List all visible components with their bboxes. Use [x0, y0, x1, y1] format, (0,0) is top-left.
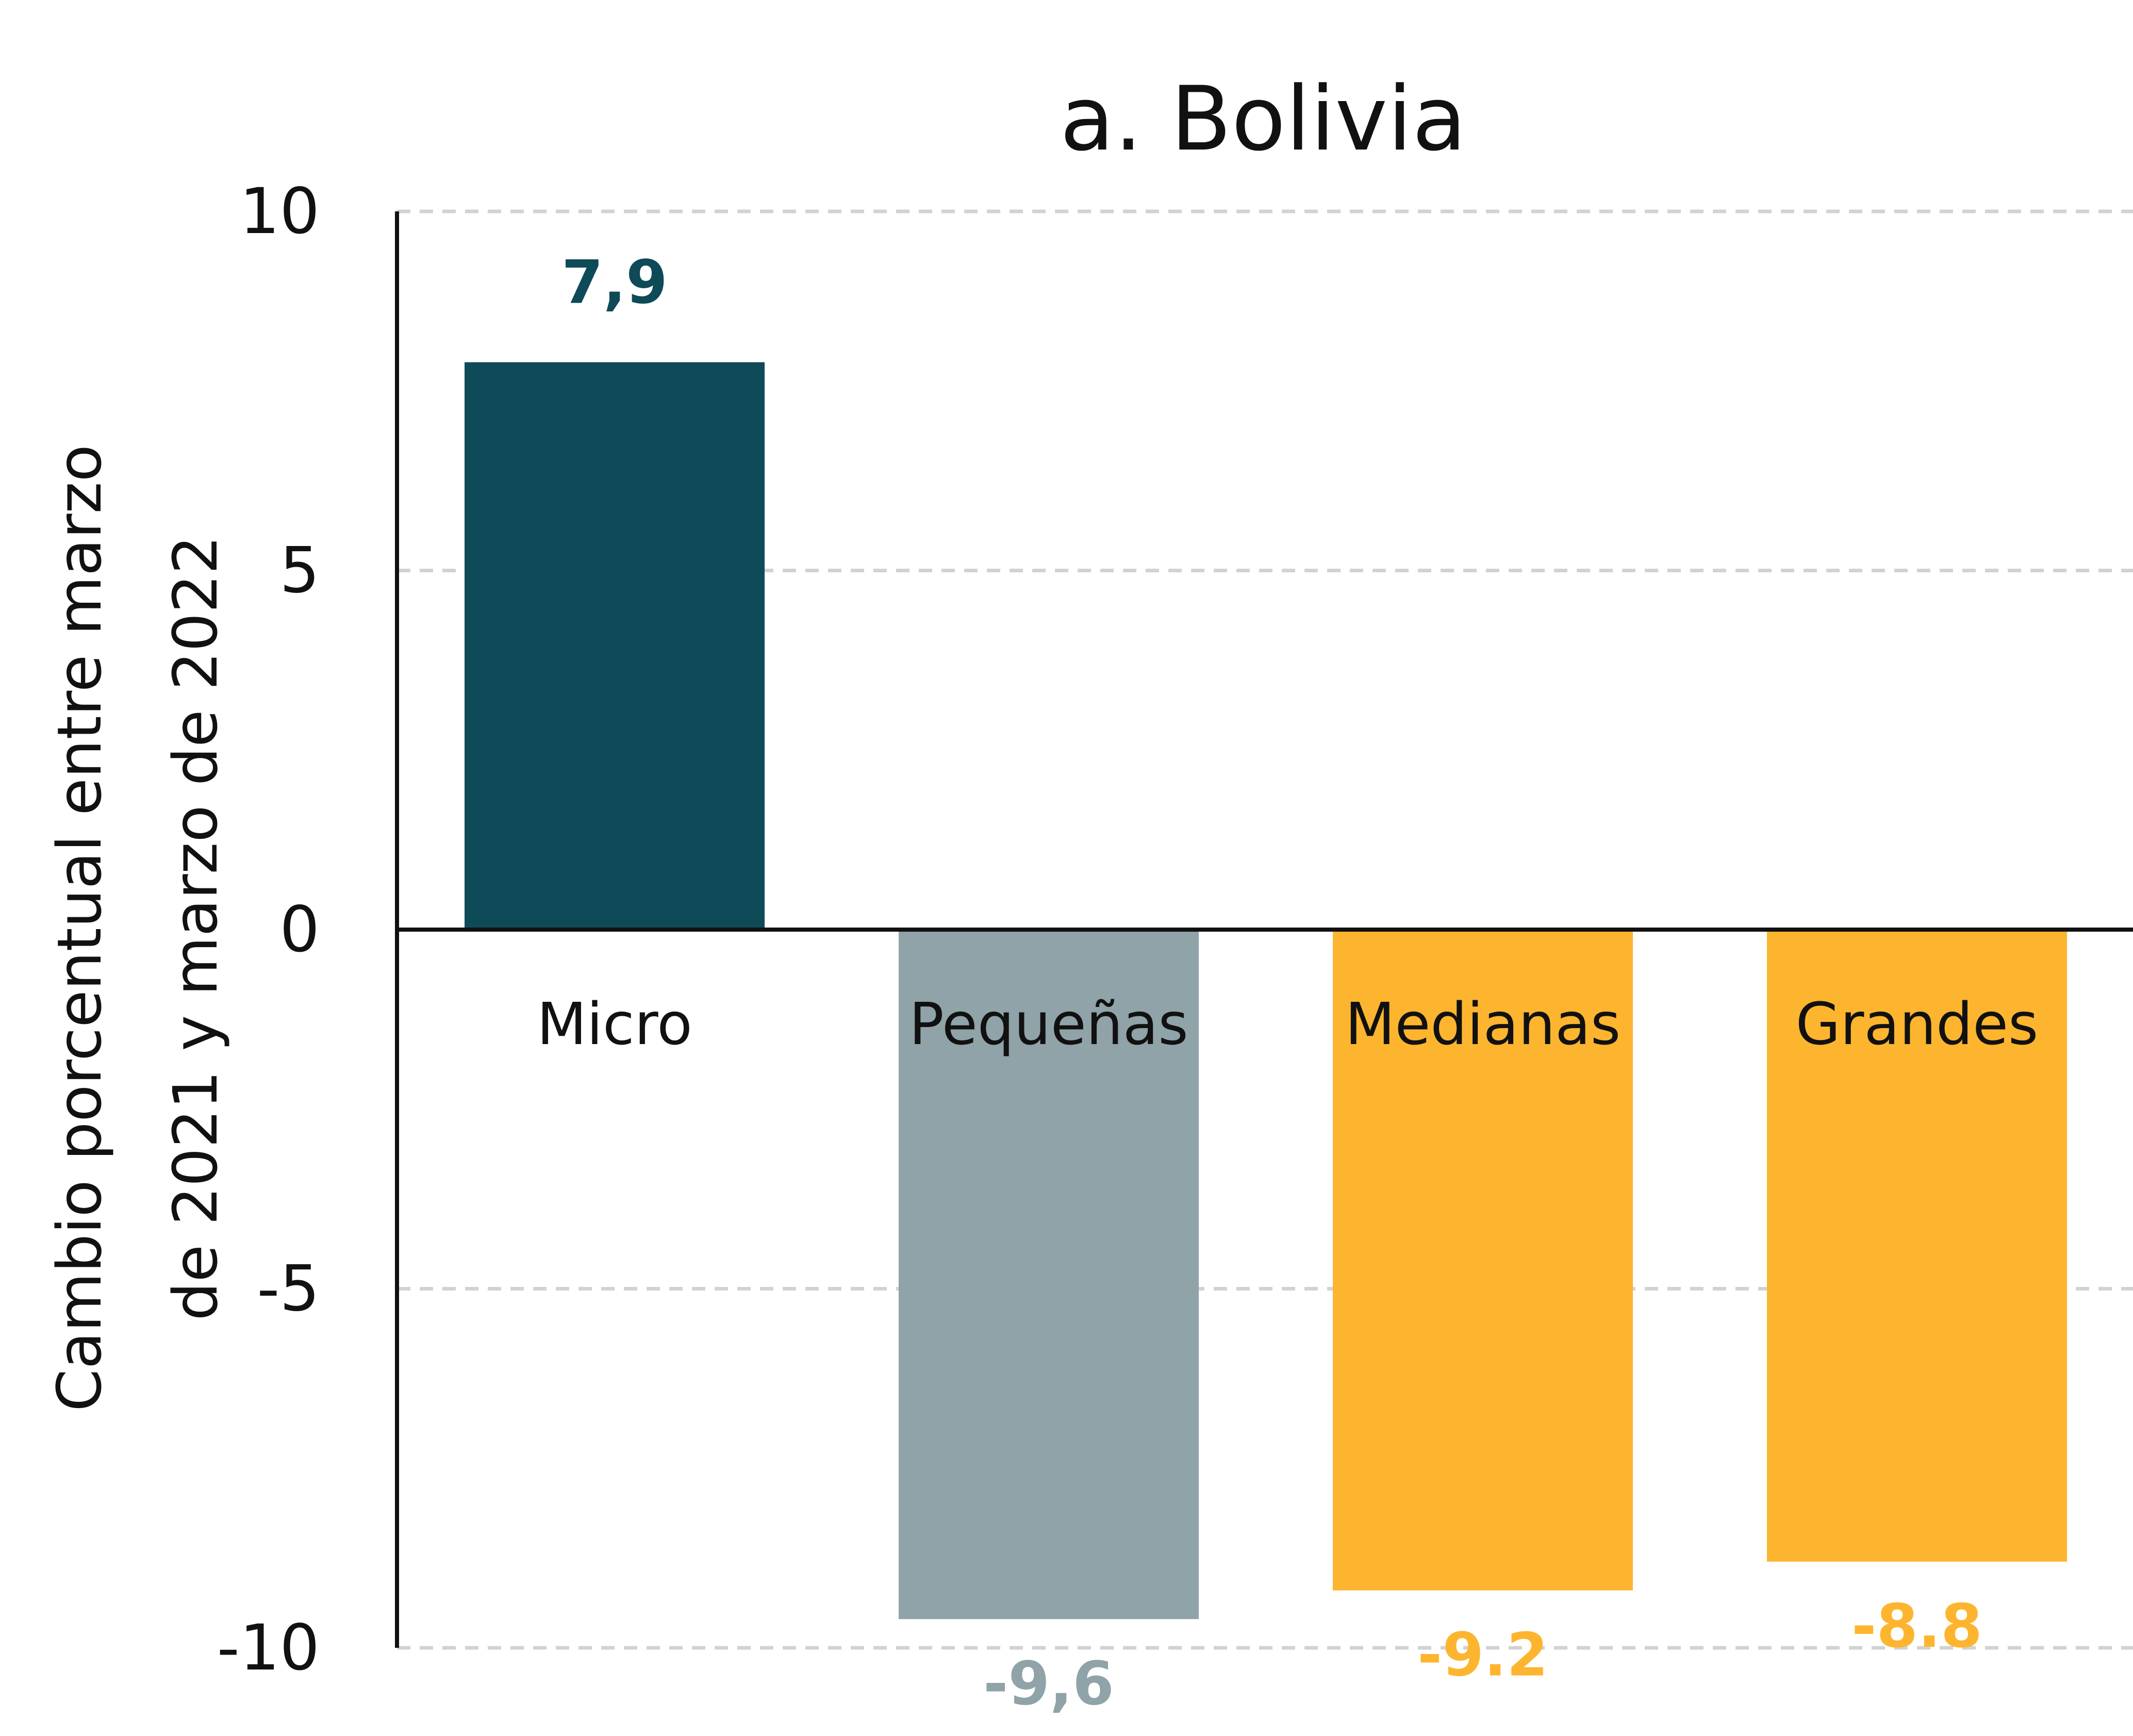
bar-medianas — [1333, 930, 1633, 1591]
category-label: Pequeñas — [909, 991, 1188, 1058]
bar-pequeñas — [899, 930, 1199, 1619]
y-tick-labels: 10 5 0 -5 -10 — [217, 175, 320, 1684]
grid-lines — [397, 209, 2133, 1650]
value-label: -9,6 — [983, 1649, 1114, 1718]
category-label: Grandes — [1796, 991, 2039, 1058]
y-tick-label: -10 — [217, 1611, 320, 1684]
value-label: -9.2 — [1417, 1621, 1548, 1690]
chart-title: a. Bolivia — [1060, 67, 1467, 171]
bar-grandes — [1767, 930, 2067, 1562]
bars — [465, 362, 2067, 1619]
value-label: 7,9 — [561, 248, 668, 318]
y-axis-label-line-1: Cambio porcentual entre marzo — [44, 444, 115, 1412]
value-label: -8.8 — [1851, 1592, 1982, 1661]
y-tick-label: 5 — [279, 534, 320, 607]
y-tick-label: 10 — [240, 175, 320, 248]
category-label: Micro — [537, 991, 692, 1058]
y-tick-label: 0 — [279, 893, 320, 966]
value-labels: 7,9 -9,6 -9.2 -8.8 — [561, 248, 1982, 1719]
bar-micro — [465, 362, 765, 930]
y-axis-label-line-2: de 2021 y marzo de 2022 — [160, 536, 231, 1321]
category-labels: Micro Pequeñas Medianas Grandes — [537, 991, 2038, 1058]
category-label: Medianas — [1345, 991, 1621, 1058]
y-tick-label: -5 — [257, 1252, 320, 1326]
y-axis-label: Cambio porcentual entre marzo de 2021 y … — [44, 444, 231, 1412]
